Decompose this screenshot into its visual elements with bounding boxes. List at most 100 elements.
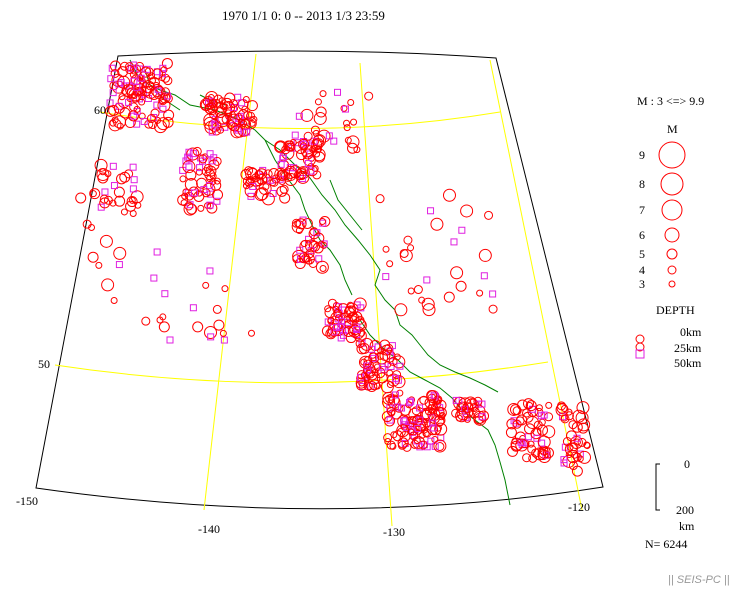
shallow-event-marker bbox=[419, 395, 429, 405]
shallow-event-marker bbox=[507, 445, 519, 457]
shallow-event-marker bbox=[387, 373, 401, 387]
shallow-event-marker bbox=[294, 258, 306, 270]
deep-event-marker bbox=[213, 197, 221, 205]
shallow-event-marker bbox=[350, 315, 358, 323]
shallow-event-marker bbox=[185, 169, 197, 181]
shallow-event-marker bbox=[161, 57, 173, 69]
deep-event-marker bbox=[391, 391, 399, 399]
shallow-event-marker bbox=[247, 329, 255, 337]
deep-event-marker bbox=[378, 363, 386, 371]
deep-event-marker bbox=[403, 423, 411, 431]
shallow-event-marker bbox=[327, 298, 337, 308]
shallow-event-marker bbox=[533, 447, 547, 461]
shallow-event-marker bbox=[261, 192, 275, 206]
deep-event-marker bbox=[387, 362, 395, 370]
deep-event-marker bbox=[429, 424, 437, 432]
shallow-event-marker bbox=[442, 188, 456, 202]
lon-label-150: -150 bbox=[16, 494, 38, 508]
deep-event-marker bbox=[220, 336, 228, 344]
shallow-event-marker bbox=[99, 234, 113, 248]
shallow-event-marker bbox=[177, 194, 189, 206]
shallow-event-marker bbox=[571, 451, 579, 459]
shallow-event-marker bbox=[469, 398, 477, 406]
shallow-event-marker bbox=[132, 88, 140, 96]
shallow-event-marker bbox=[212, 156, 222, 166]
shallow-event-marker bbox=[565, 408, 573, 416]
shallow-event-marker bbox=[437, 413, 445, 421]
meridian-120 bbox=[489, 59, 583, 511]
shallow-event-marker bbox=[226, 119, 236, 129]
shallow-event-marker bbox=[209, 110, 219, 120]
shallow-event-marker bbox=[308, 258, 318, 268]
shallow-event-marker bbox=[271, 174, 281, 184]
shallow-event-marker bbox=[460, 204, 474, 218]
shallow-event-marker bbox=[420, 426, 428, 434]
deep-event-marker bbox=[189, 304, 197, 312]
deep-event-marker bbox=[406, 399, 414, 407]
shallow-event-marker bbox=[248, 119, 256, 127]
deep-event-marker bbox=[489, 290, 497, 298]
shallow-event-marker bbox=[294, 220, 302, 228]
shallow-event-marker bbox=[152, 85, 166, 99]
magnitude-5-label: 5 bbox=[639, 247, 645, 261]
deep-event-marker bbox=[480, 272, 488, 280]
magnitude-6-circle bbox=[664, 227, 680, 243]
shallow-event-marker bbox=[345, 305, 357, 317]
meridian-130 bbox=[359, 62, 393, 527]
deep-event-marker bbox=[129, 185, 137, 193]
shallow-event-marker bbox=[396, 389, 404, 397]
magnitude-9-label: 9 bbox=[639, 148, 645, 162]
shallow-event-marker bbox=[399, 248, 409, 258]
shallow-event-marker bbox=[242, 182, 250, 190]
shallow-event-marker bbox=[101, 278, 115, 292]
shallow-event-marker bbox=[545, 401, 553, 409]
deep-event-marker bbox=[161, 290, 169, 298]
shallow-event-marker bbox=[402, 442, 412, 452]
shallow-event-marker bbox=[327, 316, 335, 324]
shallow-event-marker bbox=[418, 296, 426, 304]
shallow-event-marker bbox=[163, 76, 173, 86]
earthquake-markers bbox=[75, 57, 591, 477]
shallow-event-marker bbox=[347, 98, 355, 106]
shallow-event-marker bbox=[204, 325, 218, 339]
deep-event-marker bbox=[191, 189, 199, 197]
deep-event-marker bbox=[559, 413, 567, 421]
shallow-event-marker bbox=[298, 138, 310, 150]
shallow-event-marker bbox=[386, 440, 396, 450]
map-title: 1970 1/1 0: 0 -- 2013 1/3 23:59 bbox=[222, 8, 385, 23]
shallow-event-marker bbox=[289, 138, 297, 146]
shallow-event-marker bbox=[197, 204, 205, 212]
shallow-event-marker bbox=[75, 192, 87, 204]
deep-event-marker bbox=[107, 75, 115, 83]
shallow-event-marker bbox=[204, 102, 216, 114]
deep-event-marker bbox=[304, 160, 312, 168]
shallow-event-marker bbox=[484, 210, 494, 220]
map-frame bbox=[35, 50, 604, 510]
shallow-event-marker bbox=[457, 403, 467, 413]
shallow-event-marker bbox=[381, 411, 393, 423]
deep-event-marker bbox=[291, 131, 299, 139]
magnitude-legend-symbols bbox=[658, 141, 686, 288]
shallow-event-marker bbox=[120, 208, 128, 216]
shallow-event-marker bbox=[94, 158, 108, 172]
deep-event-marker bbox=[337, 317, 345, 325]
deep-event-marker bbox=[416, 404, 424, 412]
deep-event-marker bbox=[196, 164, 204, 172]
lon-label-130: -130 bbox=[383, 525, 405, 539]
deep-event-marker bbox=[153, 101, 161, 109]
shallow-event-marker bbox=[413, 285, 423, 295]
deep-event-marker bbox=[207, 97, 215, 105]
shallow-event-marker bbox=[360, 371, 368, 379]
shallow-event-marker bbox=[314, 98, 322, 106]
deep-event-marker bbox=[573, 434, 581, 442]
shallow-event-marker bbox=[310, 144, 318, 152]
depth-0km-symbol bbox=[635, 334, 645, 344]
shallow-event-marker bbox=[199, 98, 213, 112]
shallow-event-marker bbox=[350, 118, 358, 126]
deep-event-marker bbox=[127, 64, 135, 72]
shallow-event-marker bbox=[426, 389, 438, 401]
lat-label-50: 50 bbox=[38, 357, 50, 371]
shallow-event-marker bbox=[222, 101, 236, 115]
depth-25km-label: 25km bbox=[674, 341, 702, 355]
